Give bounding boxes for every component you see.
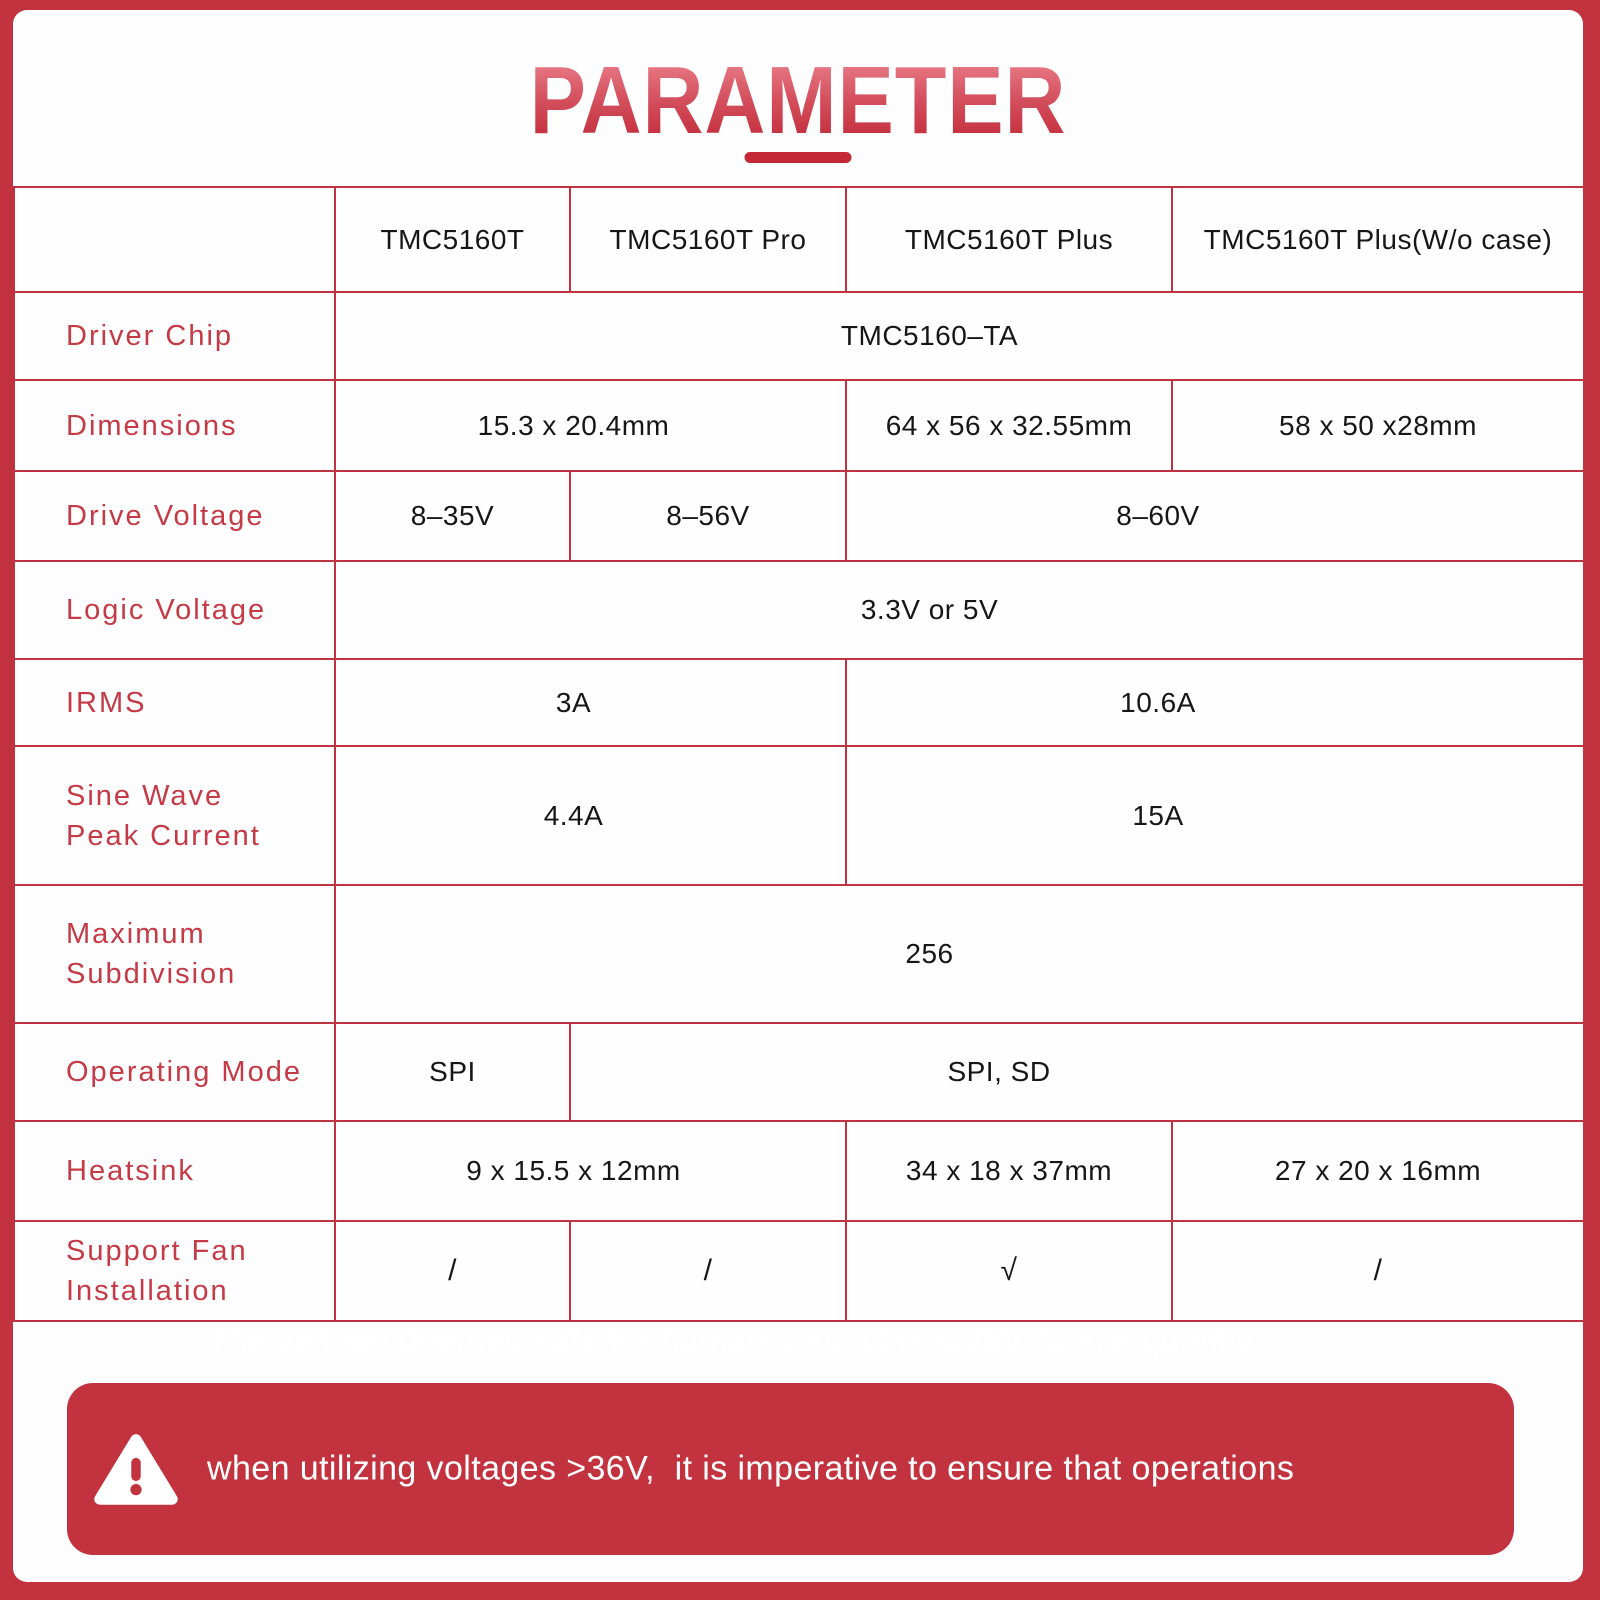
row-label-support-fan-installation: Support Fan Installation	[13, 1220, 336, 1322]
page-title: PARAMETER	[107, 52, 1489, 150]
cell-heatsink-plus-wo-case: 27 x 20 x 16mm	[1171, 1120, 1583, 1222]
warning-line-1: The voltage deemed safe for human contac…	[207, 1320, 1261, 1359]
cell-fan-t: /	[334, 1220, 571, 1322]
column-header-tmc5160t-plus: TMC5160T Plus	[845, 186, 1173, 293]
column-header-tmc5160t: TMC5160T	[334, 186, 571, 293]
cell-drive-voltage-t: 8–35V	[334, 470, 571, 562]
row-label-drive-voltage: Drive Voltage	[13, 470, 336, 562]
cell-fan-plus-wo-case: /	[1171, 1220, 1583, 1322]
table-row-driver-chip: Driver Chip TMC5160–TA	[13, 291, 1583, 381]
table-row-operating-mode: Operating Mode SPI SPI, SD	[13, 1022, 1583, 1122]
warning-line-2: when utilizing voltages >36V, it is impe…	[207, 1449, 1295, 1488]
column-header-tmc5160t-plus-wo-case: TMC5160T Plus(W/o case)	[1171, 186, 1583, 293]
cell-irms-t-pro: 3A	[334, 658, 847, 747]
row-label-heatsink: Heatsink	[13, 1120, 336, 1222]
cell-dimensions-plus-wo-case: 58 x 50 x28mm	[1171, 379, 1583, 472]
content-area: PARAMETER TMC5160T TMC5160T Pro TMC5160T…	[13, 10, 1583, 1582]
table-row-support-fan-installation: Support Fan Installation / / √ /	[13, 1220, 1583, 1322]
cell-fan-pro: /	[569, 1220, 847, 1322]
table-row-irms: IRMS 3A 10.6A	[13, 658, 1583, 747]
column-header-tmc5160t-pro: TMC5160T Pro	[569, 186, 847, 293]
row-label-maximum-subdivision: Maximum Subdivision	[13, 884, 336, 1024]
title-underline	[744, 152, 852, 163]
row-label-logic-voltage: Logic Voltage	[13, 560, 336, 660]
row-label-driver-chip: Driver Chip	[13, 291, 336, 381]
cell-dimensions-t-pro: 15.3 x 20.4mm	[334, 379, 847, 472]
cell-heatsink-t-pro: 9 x 15.5 x 12mm	[334, 1120, 847, 1222]
cell-logic-voltage-all: 3.3V or 5V	[334, 560, 1583, 660]
cell-drive-voltage-plus-both: 8–60V	[845, 470, 1583, 562]
cell-driver-chip-all: TMC5160–TA	[334, 291, 1583, 381]
warning-triangle-icon	[94, 1434, 178, 1505]
table-header-row: TMC5160T TMC5160T Pro TMC5160T Plus TMC5…	[13, 186, 1583, 293]
warning-banner: The voltage deemed safe for human contac…	[67, 1321, 1514, 1582]
warning-line-3: are conducted by certified professionals…	[207, 1577, 1294, 1583]
cell-irms-plus-both: 10.6A	[845, 658, 1583, 747]
parameter-table: TMC5160T TMC5160T Pro TMC5160T Plus TMC5…	[13, 186, 1583, 1322]
table-row-sine-wave-peak-current: Sine Wave Peak Current 4.4A 15A	[13, 745, 1583, 886]
cell-heatsink-plus: 34 x 18 x 37mm	[845, 1120, 1173, 1222]
cell-peak-current-plus-both: 15A	[845, 745, 1583, 886]
table-row-dimensions: Dimensions 15.3 x 20.4mm 64 x 56 x 32.55…	[13, 379, 1583, 472]
cell-maximum-subdivision-all: 256	[334, 884, 1583, 1024]
cell-drive-voltage-pro: 8–56V	[569, 470, 847, 562]
cell-fan-plus: √	[845, 1220, 1173, 1322]
header-empty-cell	[13, 186, 336, 293]
cell-operating-mode-others: SPI, SD	[569, 1022, 1583, 1122]
cell-operating-mode-t: SPI	[334, 1022, 571, 1122]
cell-peak-current-t-pro: 4.4A	[334, 745, 847, 886]
warning-text: The voltage deemed safe for human contac…	[207, 1233, 1294, 1583]
row-label-sine-wave-peak-current: Sine Wave Peak Current	[13, 745, 336, 886]
table-row-logic-voltage: Logic Voltage 3.3V or 5V	[13, 560, 1583, 660]
table-row-maximum-subdivision: Maximum Subdivision 256	[13, 884, 1583, 1024]
row-label-operating-mode: Operating Mode	[13, 1022, 336, 1122]
row-label-irms: IRMS	[13, 658, 336, 747]
table-row-drive-voltage: Drive Voltage 8–35V 8–56V 8–60V	[13, 470, 1583, 562]
table-row-heatsink: Heatsink 9 x 15.5 x 12mm 34 x 18 x 37mm …	[13, 1120, 1583, 1222]
row-label-dimensions: Dimensions	[13, 379, 336, 472]
cell-dimensions-plus: 64 x 56 x 32.55mm	[845, 379, 1173, 472]
